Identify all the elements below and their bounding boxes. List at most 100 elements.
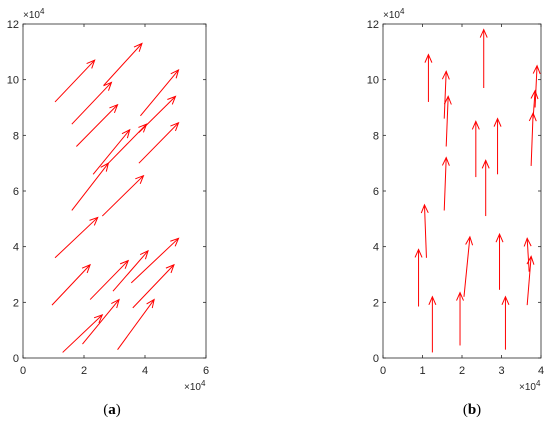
arrow-head	[146, 298, 155, 309]
arrow-shaft	[82, 299, 120, 345]
arrow-head	[81, 263, 91, 274]
quiver-arrow	[117, 298, 155, 350]
quiver-arrow	[132, 263, 175, 309]
arrow-head	[465, 235, 474, 246]
arrow-shaft	[101, 175, 144, 217]
x-tick-label: 4	[538, 365, 544, 377]
x-tick-label: 0	[20, 365, 26, 377]
quiver-arrow	[138, 95, 177, 133]
y-tick-label: 6	[13, 186, 19, 198]
arrow-shaft	[463, 236, 471, 297]
y-tick-label: 10	[7, 75, 19, 87]
arrow-head	[495, 232, 504, 243]
x-tick-label: 3	[498, 365, 504, 377]
arrow-head	[165, 263, 175, 274]
y-multiplier: ×104	[23, 7, 45, 21]
arrow-head	[139, 249, 149, 260]
arrow-shaft	[132, 264, 175, 309]
arrow-shaft	[534, 65, 538, 108]
arrow-head	[103, 81, 113, 91]
arrow-shaft	[445, 96, 449, 147]
arrow-shaft	[112, 250, 149, 292]
quiver-arrow	[71, 81, 113, 125]
quiver-arrow	[62, 314, 104, 353]
arrow-head	[135, 174, 145, 184]
arrow-shaft	[443, 71, 447, 119]
arrow-head	[119, 259, 130, 269]
quiver-arrow	[112, 249, 149, 292]
arrow-head	[89, 216, 99, 226]
arrow-shaft	[526, 256, 532, 306]
quiver-arrow	[532, 64, 541, 108]
arrow-shaft	[526, 238, 530, 272]
arrow-head	[93, 314, 104, 324]
quiver-arrow	[443, 95, 452, 147]
arrow-head	[501, 295, 510, 305]
quiver-arrow	[441, 70, 450, 119]
arrow-head	[532, 64, 541, 75]
plot-frame-b	[382, 23, 542, 359]
arrow-shaft	[89, 260, 129, 300]
arrow-head	[428, 295, 437, 305]
arrow-head	[471, 120, 480, 130]
quiver-arrow	[103, 42, 143, 86]
arrow-shaft	[103, 43, 143, 86]
arrow-shaft	[92, 129, 131, 175]
quiver-arrow	[54, 216, 99, 259]
y-tick-label: 10	[367, 75, 379, 87]
quiver-panel-a: 0 2 4 6 0 2 4 6 8 10 12 ×104 ×104	[7, 7, 209, 393]
arrow-head	[420, 203, 429, 214]
arrow-shaft	[130, 237, 179, 284]
quiver-arrow	[140, 68, 180, 117]
arrow-shaft	[62, 314, 103, 353]
caption-b: (b)	[463, 402, 481, 418]
arrow-head	[493, 117, 502, 127]
quiver-arrow	[138, 121, 180, 164]
y-tick-label: 2	[13, 297, 19, 309]
arrow-head	[138, 123, 148, 133]
arrow-head	[170, 68, 180, 79]
y-tick-label: 0	[373, 353, 379, 365]
quiver-arrow	[456, 291, 464, 346]
quiver-arrow	[528, 111, 537, 166]
y-tick-label: 12	[7, 19, 19, 31]
arrow-shaft	[138, 122, 179, 164]
quiver-arrow	[493, 117, 502, 175]
arrow-head	[86, 59, 96, 69]
arrow-head	[443, 95, 452, 105]
arrow-shaft	[51, 264, 91, 306]
quiver-arrow	[101, 174, 145, 217]
quiver-arrow	[76, 103, 119, 147]
x-tick-label: 6	[203, 365, 209, 377]
arrow-head	[111, 298, 120, 309]
x-tick-label: 2	[459, 365, 465, 377]
arrow-head	[170, 237, 180, 247]
y-tick-label: 2	[373, 297, 379, 309]
arrow-shaft	[71, 162, 109, 211]
arrow-shaft	[443, 157, 447, 211]
arrow-head	[441, 156, 450, 166]
arrow-head	[414, 248, 423, 258]
arrow-head	[456, 291, 464, 301]
arrow-shaft	[140, 69, 179, 117]
y-tick-label: 0	[13, 353, 19, 365]
quiver-arrow	[441, 156, 450, 211]
arrow-head	[133, 42, 143, 52]
y-tick-label: 8	[13, 130, 19, 142]
quiver-arrow	[471, 120, 480, 178]
quiver-arrow	[51, 263, 91, 306]
y-tick-label: 4	[373, 242, 379, 254]
y-multiplier: ×104	[383, 7, 405, 21]
arrow-shaft	[117, 299, 155, 350]
arrow-shaft	[530, 113, 534, 166]
arrow-head	[481, 159, 490, 169]
arrow-head	[530, 89, 539, 100]
y-tick-label: 12	[367, 19, 379, 31]
x-tick-label: 0	[380, 365, 386, 377]
quiver-arrow	[130, 237, 180, 284]
x-tick-label: 4	[142, 365, 148, 377]
quiver-arrow	[495, 232, 504, 290]
arrow-shaft	[138, 96, 176, 133]
